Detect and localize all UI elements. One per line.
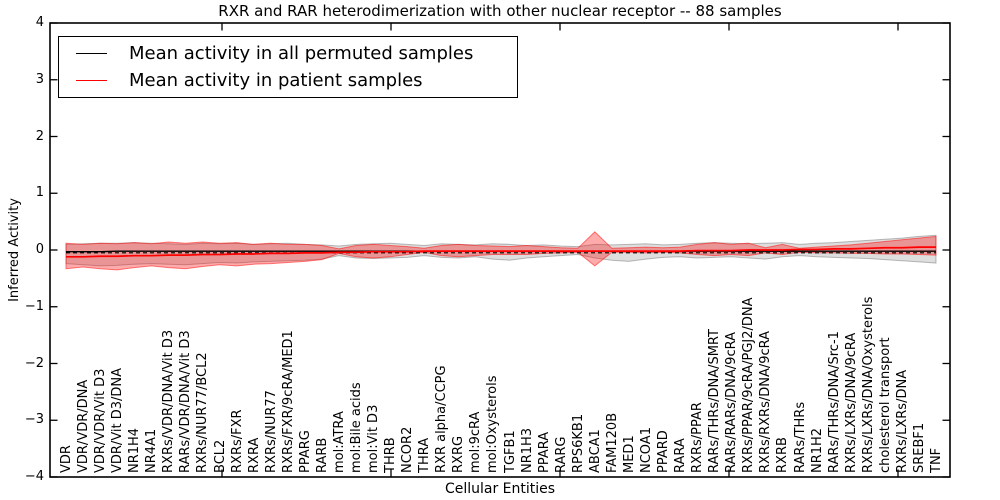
x-tick-label: NR1H4: [127, 427, 143, 473]
legend-line-permuted-icon: [76, 53, 107, 54]
legend-label-permuted: Mean activity in all permuted samples: [129, 43, 474, 64]
x-tick-label: PPARA: [536, 431, 552, 473]
x-tick-label: NR1H2: [809, 427, 825, 473]
x-tick-label: RARs/THRs/DNA/Src-1: [826, 331, 842, 473]
x-tick-label: RARA: [673, 438, 689, 473]
x-tick-label: PPARG: [297, 430, 313, 473]
x-tick-label: mol:Oxysterols: [485, 375, 501, 474]
y-tick-label: −4: [24, 469, 44, 484]
x-tick-label: VDR/VDR/DNA: [76, 379, 92, 473]
x-tick-label: RXRs/FXR/9cRA/MED1: [280, 330, 296, 473]
x-tick-label: THRA: [417, 437, 433, 473]
x-tick-label: RXRB: [775, 437, 791, 473]
x-tick-label: TGFB1: [502, 430, 518, 473]
x-tick-label: RXRA: [246, 437, 262, 473]
x-tick-label: RXRs/PPAR: [690, 402, 706, 473]
x-tick-label: RXRG: [451, 435, 467, 473]
x-tick-label: NR4A1: [144, 428, 160, 473]
x-tick-label: mol:Bile acids: [349, 382, 364, 473]
legend-line-patient-icon: [76, 80, 107, 81]
x-tick-label: PPARD: [656, 430, 672, 473]
x-tick-label: RARs/VDR/DNA/Vit D3: [178, 330, 194, 473]
legend: Mean activity in all permuted samples Me…: [58, 36, 518, 98]
x-tick-label: VDR: [59, 445, 74, 473]
x-tick-label: RXRs/NUR77/BCL2: [195, 352, 211, 473]
x-tick-label: RXR alpha/CCPG: [434, 365, 450, 473]
x-tick-label: RXRs/PPAR/9cRA/PGJ2/DNA: [741, 297, 757, 474]
x-tick-label: NCOR2: [400, 426, 416, 473]
y-tick-label: 0: [35, 242, 44, 257]
x-tick-label: RXRs/LXRs/DNA: [894, 369, 910, 473]
x-tick-label: RXRs/RXRs/DNA/9cRA: [758, 330, 774, 473]
y-tick-label: 3: [35, 71, 44, 87]
x-tick-label: THRB: [383, 437, 399, 473]
x-tick-label: RXRs/FXR: [229, 409, 245, 473]
legend-item-permuted: Mean activity in all permuted samples: [59, 43, 517, 64]
x-tick-label: MED1: [621, 435, 637, 473]
patient-mean-line: [66, 246, 936, 258]
chart-title: RXR and RAR heterodimerization with othe…: [218, 2, 782, 20]
x-tick-label: mol:Vit D3: [366, 404, 382, 473]
y-tick-label: −1: [24, 298, 44, 314]
x-tick-label: RXRs/VDR/DNA/Vit D3: [161, 329, 177, 473]
legend-item-patient: Mean activity in patient samples: [59, 70, 517, 91]
x-tick-label: TNF: [929, 447, 944, 473]
x-tick-label: RXRs/NUR77: [263, 390, 279, 473]
x-tick-label: FAM120B: [604, 412, 620, 473]
y-tick-label: 4: [35, 15, 44, 30]
x-tick-label: BCL2: [212, 439, 228, 473]
x-tick-label: mol:ATRA: [331, 411, 347, 473]
x-tick-label: RARs/THRs: [792, 401, 808, 473]
legend-label-patient: Mean activity in patient samples: [129, 70, 423, 91]
y-tick-label: −2: [24, 355, 44, 371]
y-tick-label: 1: [35, 185, 44, 201]
x-tick-label: cholesterol transport: [877, 337, 893, 473]
x-tick-label: RXRs/LXRs/DNA/Oxysterols: [860, 296, 876, 473]
x-tick-label: NCOA1: [639, 427, 654, 473]
y-tick-label: −3: [24, 412, 44, 428]
x-tick-label: RPS6KB1: [570, 413, 586, 473]
x-axis-label: Cellular Entities: [444, 481, 556, 497]
x-tick-label: RARs/THRs/DNA/SMRT: [707, 329, 723, 473]
x-tick-label: ABCA1: [587, 429, 603, 473]
x-tick-label: RXRs/LXRs/DNA/9cRA: [843, 332, 859, 473]
x-tick-label: VDR/VDR/Vit D3: [93, 368, 109, 473]
x-tick-label: RARB: [314, 437, 330, 473]
x-tick-label: SREBF1: [911, 422, 927, 473]
x-tick-label: RARs/RARs/DNA/9cRA: [724, 332, 740, 473]
x-tick-label: VDR/Vit D3/DNA: [110, 367, 126, 473]
x-tick-label: NR1H3: [519, 427, 535, 473]
x-tick-label: RARG: [553, 436, 569, 473]
x-tick-label: mol:9cRA: [468, 411, 484, 473]
y-tick-label: 2: [35, 128, 44, 144]
